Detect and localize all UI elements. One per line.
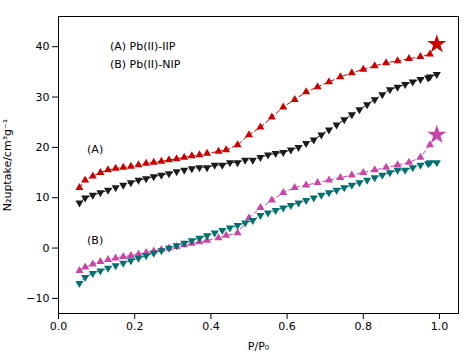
svg-text:(B) Pb(II)-NIP: (B) Pb(II)-NIP [110,58,181,71]
svg-text:0.4: 0.4 [202,320,220,333]
svg-text:20: 20 [36,141,50,154]
svg-text:30: 30 [36,91,50,104]
svg-text:0.8: 0.8 [355,320,373,333]
svg-text:−10: −10 [26,292,49,305]
svg-text:0.2: 0.2 [126,320,144,333]
svg-text:1.0: 1.0 [431,320,449,333]
svg-text:10: 10 [36,191,50,204]
svg-text:40: 40 [36,40,50,53]
svg-text:(B): (B) [87,234,103,247]
svg-text:(A): (A) [87,143,103,156]
svg-text:N₂uptake/cm³g⁻¹: N₂uptake/cm³g⁻¹ [1,119,14,211]
svg-text:(A) Pb(II)-IIP: (A) Pb(II)-IIP [110,40,176,53]
svg-text:0: 0 [43,242,50,255]
svg-text:0.6: 0.6 [278,320,296,333]
svg-text:0.0: 0.0 [50,320,68,333]
svg-text:P/P₀: P/P₀ [248,340,270,353]
